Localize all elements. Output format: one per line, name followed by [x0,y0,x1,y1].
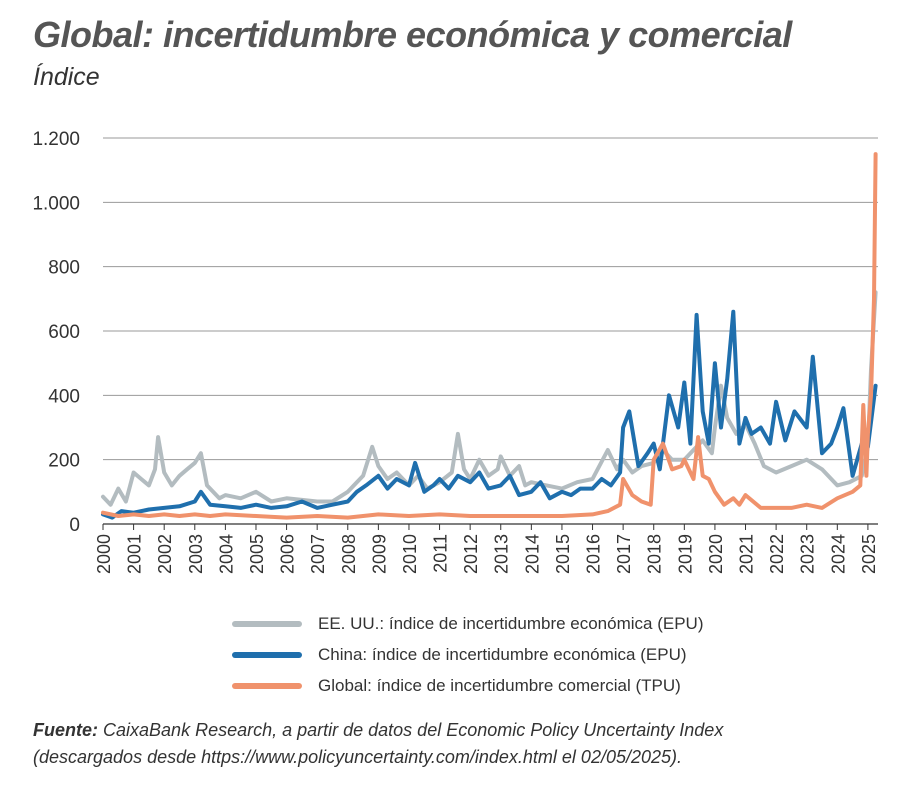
x-tick-label: 2005 [247,534,267,574]
x-tick-label: 2013 [492,534,512,574]
source-line-1: CaixaBank Research, a partir de datos de… [103,720,724,740]
legend-label-china-epu: China: índice de incertidumbre económica… [318,644,687,664]
y-tick-label: 0 [69,515,80,536]
y-tick-label: 800 [48,258,80,279]
chart-legend: EE. UU.: índice de incertidumbre económi… [232,608,704,701]
x-tick-label: 2000 [94,534,114,574]
x-tick-label: 2002 [155,534,175,574]
y-tick-label: 1.200 [32,129,80,150]
legend-item-china-epu: China: índice de incertidumbre económica… [232,639,704,670]
x-tick-label: 2014 [522,534,542,574]
x-tick-label: 2012 [461,534,481,574]
series-line-us-epu [101,290,878,507]
legend-swatch-us-epu [232,620,302,627]
x-tick-label: 2020 [706,534,726,574]
x-tick-label: 2021 [737,534,757,574]
legend-swatch-global-tpu [232,682,302,689]
legend-label-global-tpu: Global: índice de incertidumbre comercia… [318,675,681,695]
x-tick-label: 2003 [186,534,206,574]
x-tick-label: 2017 [614,534,634,574]
x-tick-label: 2022 [767,534,787,574]
x-tick-label: 2010 [400,534,420,574]
legend-item-global-tpu: Global: índice de incertidumbre comercia… [232,670,704,701]
x-tick-label: 2016 [584,534,604,574]
x-tick-label: 2009 [369,534,389,574]
legend-item-us-epu: EE. UU.: índice de incertidumbre económi… [232,608,704,639]
source-note: Fuente: CaixaBank Research, a partir de … [33,717,883,771]
y-tick-label: 400 [48,386,80,407]
x-tick-label: 2004 [216,534,236,574]
x-tick-label: 2006 [278,534,298,574]
series-lines [101,152,878,520]
x-tick-label: 2001 [125,534,145,574]
x-tick-label: 2018 [645,534,665,574]
x-tick-label: 2019 [675,534,695,574]
chart-title: Global: incertidumbre económica y comerc… [33,14,792,55]
x-axis-ticks: 2000 2001 2002 2003 2004 2005 2006 2007 2008 2009… [94,523,879,574]
x-tick-label: 2023 [798,534,818,574]
source-label: Fuente: [33,720,98,740]
x-tick-label: 2024 [828,534,848,574]
chart-subtitle: Índice [33,63,100,91]
y-tick-label: 1.000 [32,193,80,214]
x-tick-label: 2025 [859,534,879,574]
x-tick-label: 2015 [553,534,573,574]
y-tick-label: 600 [48,322,80,343]
series-line-china-epu [101,309,878,520]
y-tick-label: 200 [48,451,80,472]
legend-swatch-china-epu [232,651,302,658]
line-chart: 0 200 400 600 800 1.000 1.200 2000 2001 2002 2003… [32,129,879,574]
x-tick-label: 2011 [431,534,451,573]
legend-label-us-epu: EE. UU.: índice de incertidumbre económi… [318,613,704,633]
x-tick-label: 2008 [339,534,359,574]
y-axis-ticks: 0 200 400 600 800 1.000 1.200 [32,129,80,536]
x-tick-label: 2007 [308,534,328,574]
series-line-global-tpu [101,152,878,520]
source-line-2: (descargados desde https://www.policyunc… [33,747,683,767]
